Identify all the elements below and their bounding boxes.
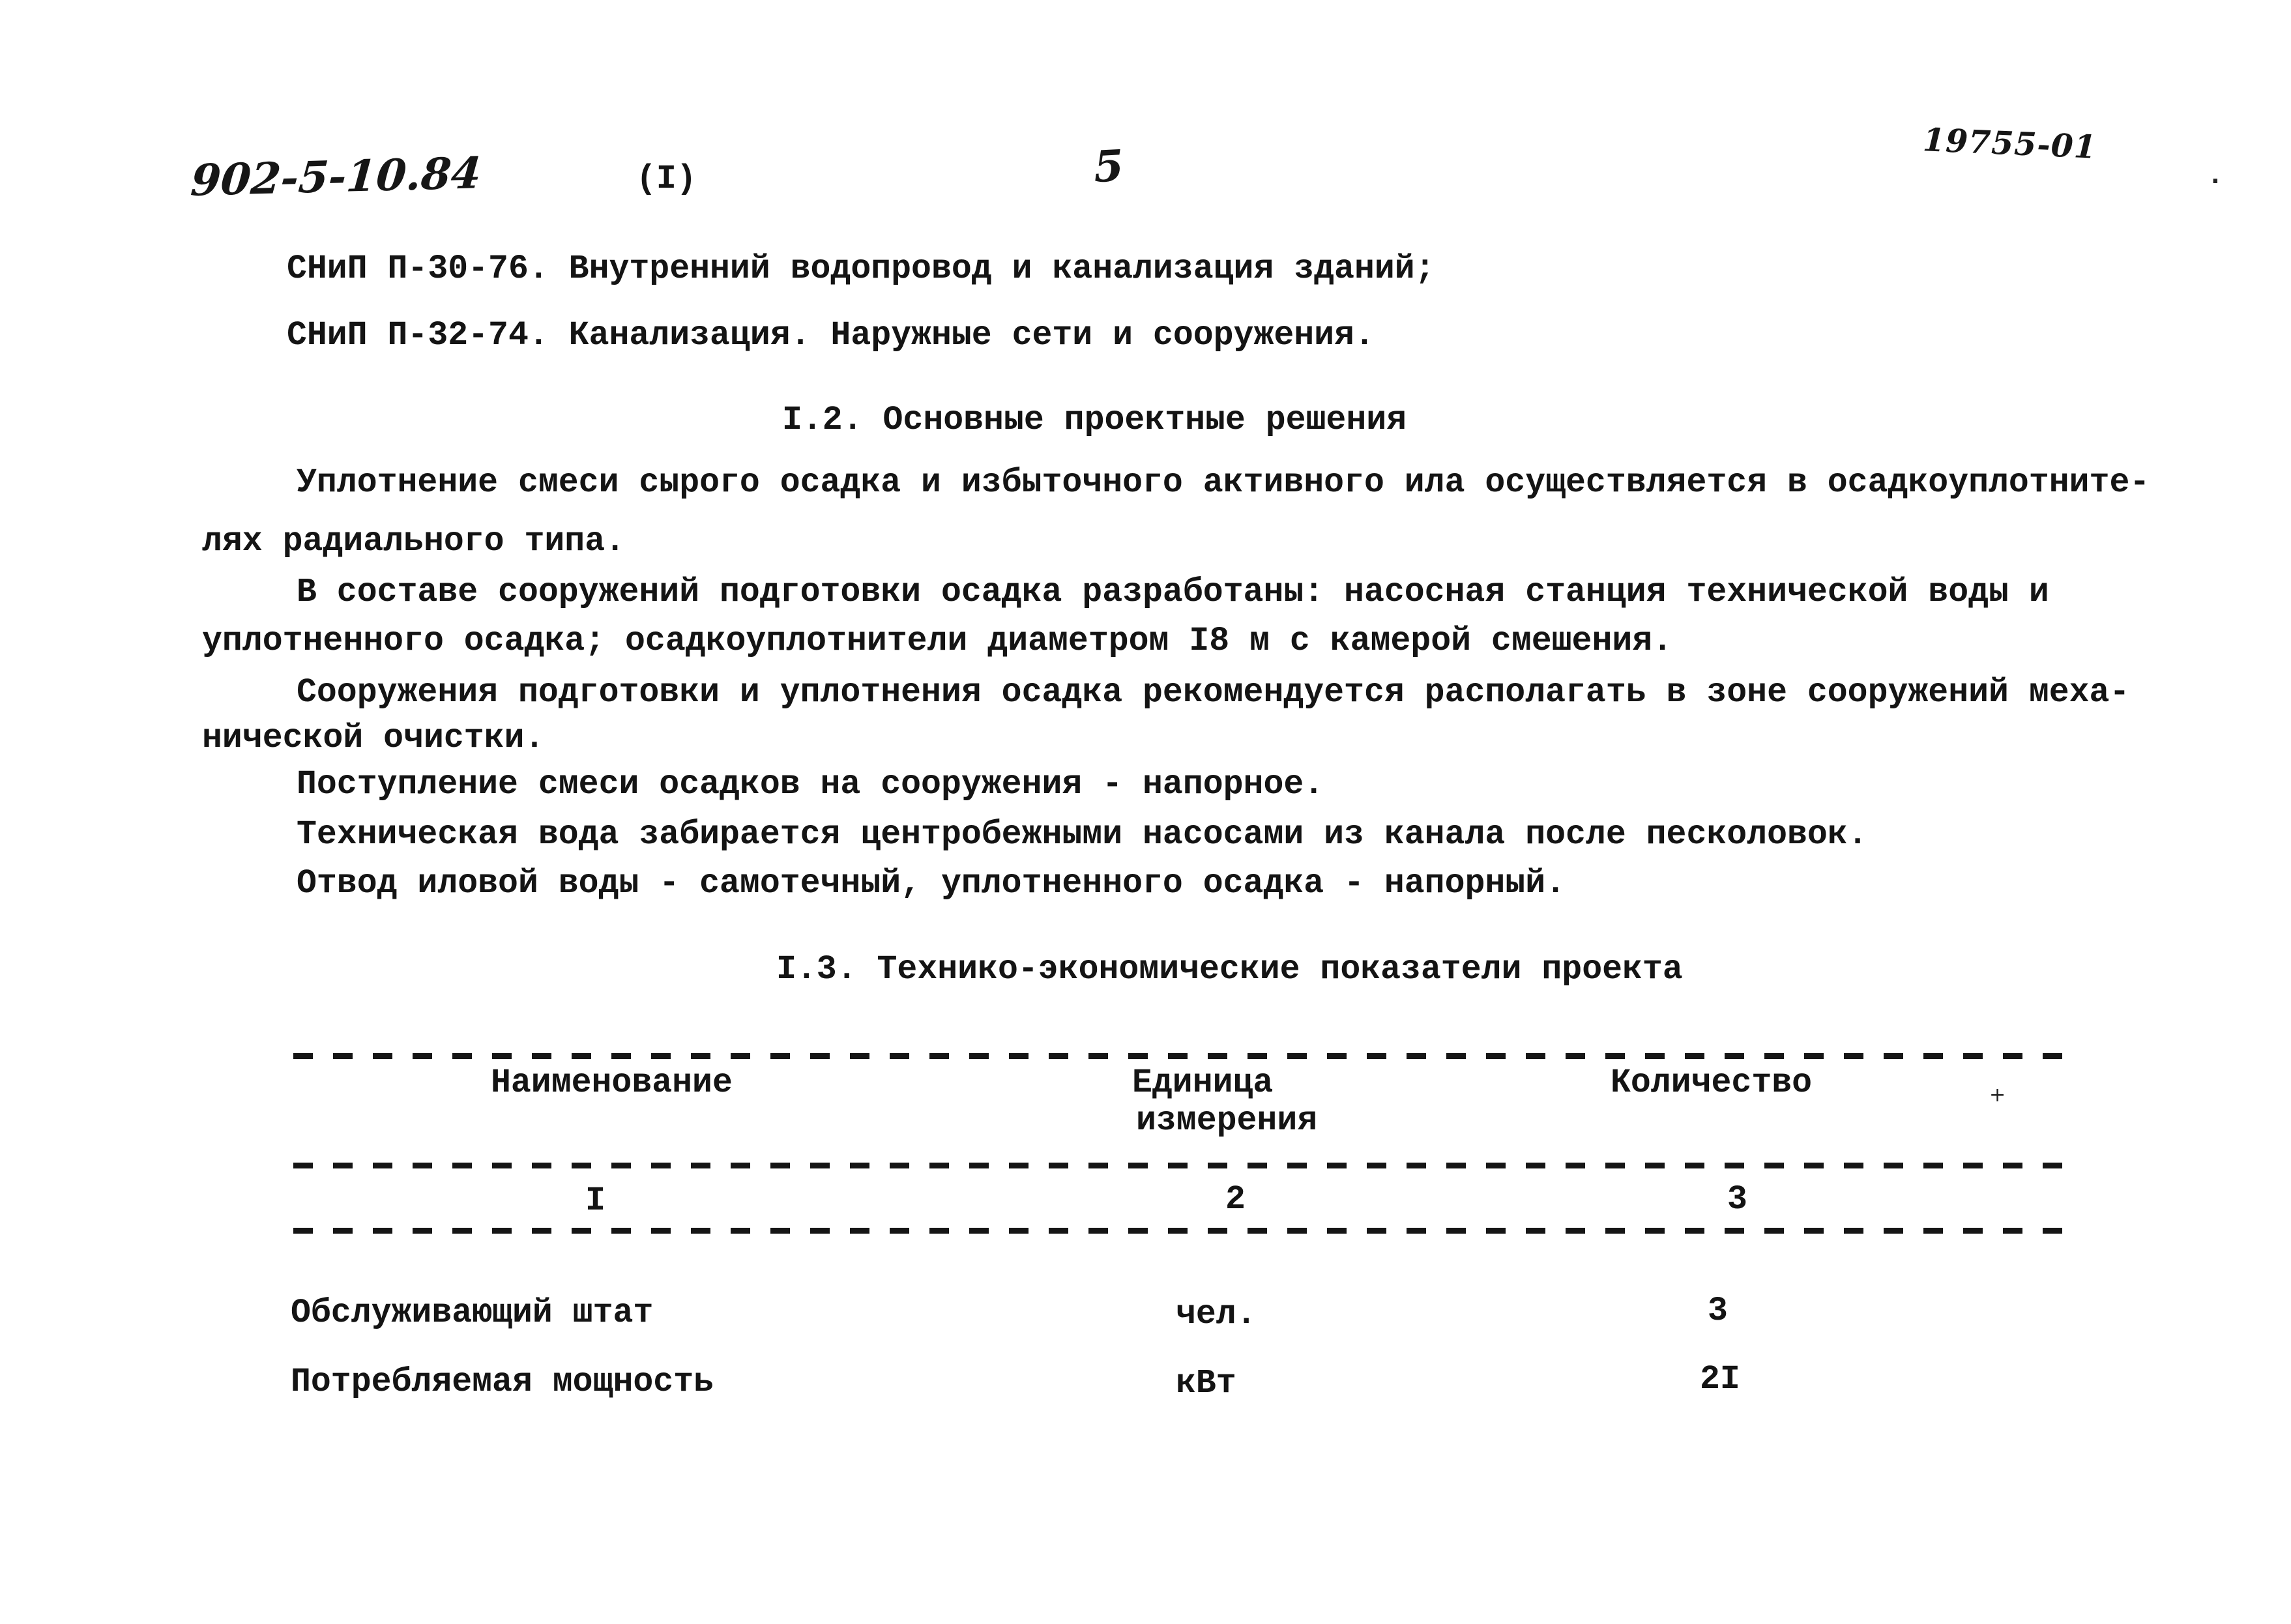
- stray-plus-mark: +: [1989, 1084, 2006, 1107]
- table-border-mid: [293, 1163, 2079, 1168]
- table-header-unit-line2: измерения: [1136, 1102, 1318, 1140]
- table-row-unit: чел.: [1176, 1296, 1257, 1333]
- table-column-index-2: 2: [1225, 1181, 1246, 1219]
- paragraph-line: Поступление смеси осадков на сооружения …: [297, 766, 1324, 804]
- table-column-index-3: 3: [1727, 1181, 1747, 1219]
- table-border-bottom: [293, 1228, 2079, 1234]
- table-header-name: Наименование: [491, 1064, 733, 1102]
- section-1-3-heading: I.3. Технико-экономические показатели пр…: [776, 951, 1683, 989]
- paragraph-line: Уплотнение смеси сырого осадка и избыточ…: [297, 464, 2150, 502]
- table-row-unit: кВт: [1176, 1365, 1236, 1402]
- section-1-2-heading: I.2. Основные проектные решения: [782, 401, 1407, 439]
- table-border-top: [293, 1053, 2079, 1059]
- series-code-handwritten: 902-5-10.84: [188, 147, 484, 206]
- table-header-quantity: Количество: [1611, 1064, 1813, 1102]
- stray-dot-mark: .: [2211, 162, 2220, 189]
- table-header-unit-line1: Единица: [1132, 1064, 1274, 1102]
- table-row-qty: 2I: [1700, 1361, 1740, 1399]
- table-row-name: Обслуживающий штат: [291, 1294, 654, 1332]
- volume-label: (I): [636, 160, 697, 198]
- paragraph-line: лях радиального типа.: [202, 523, 626, 560]
- table-row-name: Потребляемая мощность: [291, 1363, 714, 1401]
- paragraph-line: В составе сооружений подготовки осадка р…: [297, 573, 2049, 611]
- paragraph-line: нической очистки.: [202, 719, 545, 757]
- page-number-handwritten: 5: [1092, 139, 1125, 193]
- paragraph-line: Техническая вода забирается центробежным…: [297, 816, 1868, 854]
- paragraph-line: Отвод иловой воды - самотечный, уплотнен…: [297, 865, 1566, 903]
- table-column-index-1: I: [585, 1182, 606, 1220]
- paragraph-line: Сооружения подготовки и уплотнения осадк…: [297, 674, 2130, 712]
- paragraph-line: уплотненного осадка; осадкоуплотнители д…: [202, 622, 1673, 660]
- reference-line-snip-30-76: СНиП П-30-76. Внутренний водопровод и ка…: [287, 250, 1435, 288]
- table-row-qty: 3: [1708, 1292, 1728, 1330]
- inventory-number-handwritten: 19755-01: [1921, 121, 2098, 166]
- reference-line-snip-32-74: СНиП П-32-74. Канализация. Наружные сети…: [287, 317, 1375, 355]
